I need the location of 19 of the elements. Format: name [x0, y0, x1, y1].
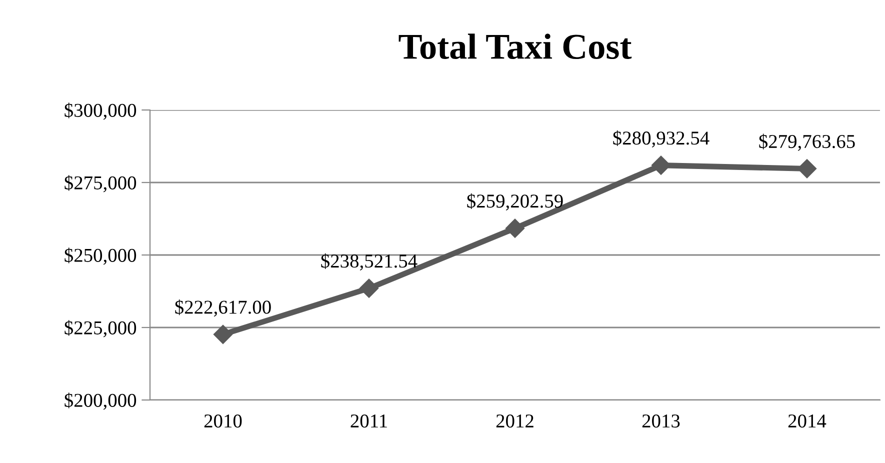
data-label: $238,521.54	[321, 253, 418, 270]
x-tick-label: 2014	[788, 414, 826, 428]
x-tick-label: 2012	[496, 414, 534, 428]
y-tick-label: $200,000	[64, 392, 136, 410]
point	[505, 218, 525, 238]
data-label: $222,617.00	[175, 300, 271, 317]
y-tick-label: $300,000	[64, 102, 136, 120]
chart-title: Total Taxi Cost	[398, 34, 632, 60]
y-tick-label: $225,000	[64, 320, 136, 338]
x-tick-label: 2013	[642, 414, 680, 428]
x-tick-label: 2011	[350, 414, 387, 428]
x-tick-label: 2010	[204, 414, 242, 428]
y-tick-label: $250,000	[64, 248, 136, 265]
data-label: $259,202.59	[467, 193, 563, 210]
data-label: $279,763.65	[759, 134, 855, 151]
point	[213, 324, 233, 344]
y-tick-label: $275,000	[64, 175, 136, 192]
point	[359, 278, 379, 298]
data-label: $280,932.54	[613, 130, 710, 148]
